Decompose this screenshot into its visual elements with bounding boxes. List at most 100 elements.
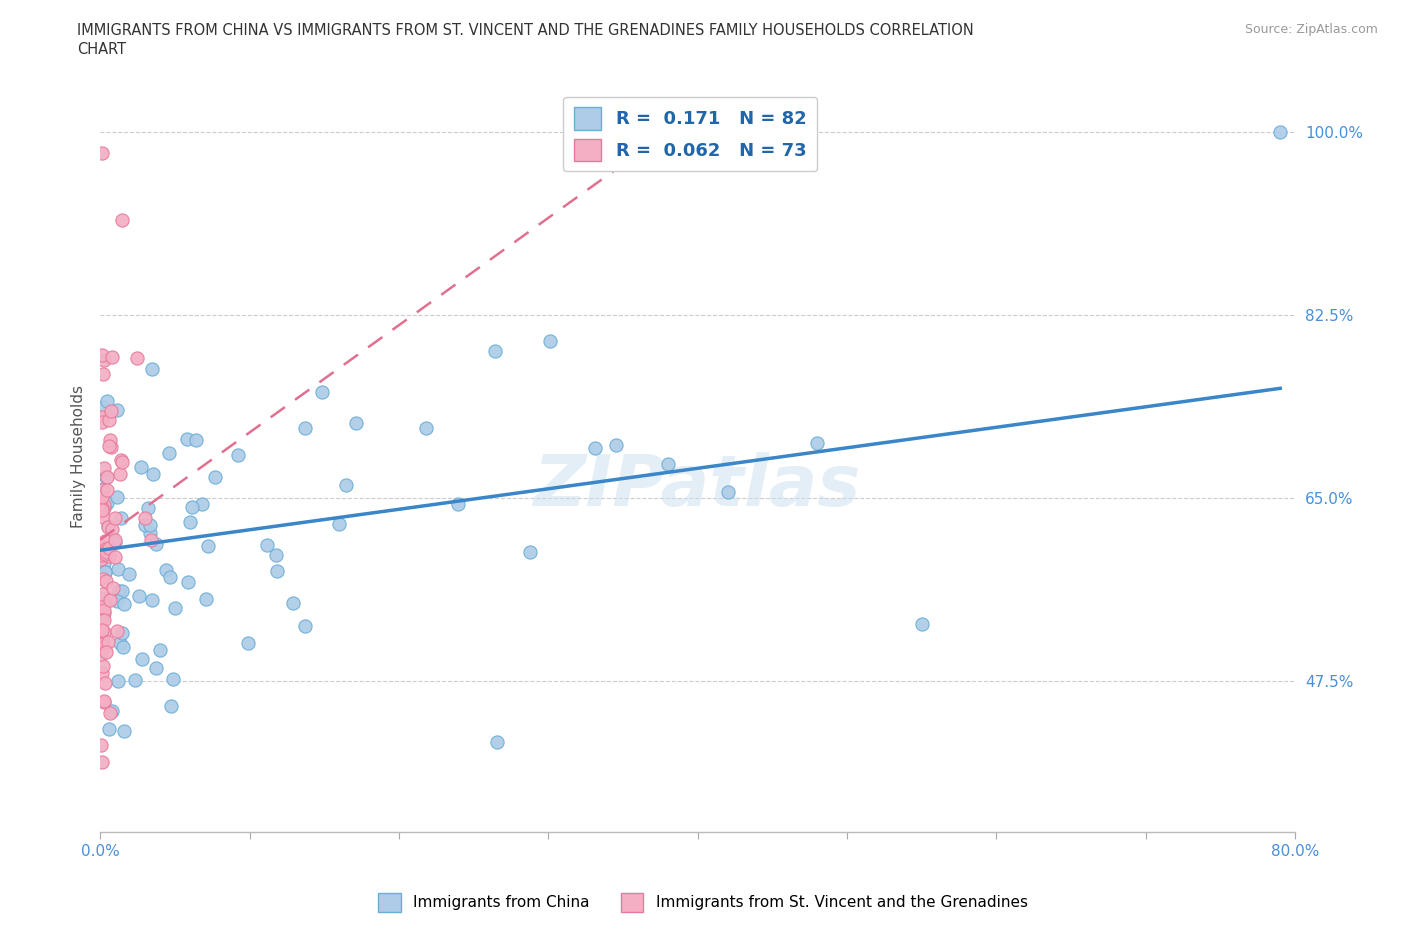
Point [107,593,129,608]
Point [104,533,127,548]
Point [159,699,181,714]
Point [98,722,121,737]
Point [93,639,115,654]
Text: Source: ZipAtlas.com: Source: ZipAtlas.com [1244,23,1378,36]
Point [111,455,134,470]
Point [311,385,333,400]
Point [96,541,118,556]
Point [281,595,304,610]
Point [141,592,163,607]
Point [91,665,114,680]
Point [103,535,125,550]
Point [294,420,316,435]
Point [100,404,122,418]
Point [294,618,316,633]
Point [93,625,115,640]
Point [90,646,112,661]
Point [91,146,114,161]
Point [145,537,167,551]
Point [90,489,112,504]
Point [101,350,124,365]
Point [134,517,156,532]
Point [538,334,561,349]
Point [136,501,159,516]
Point [197,538,219,553]
Point [110,511,132,525]
Point [149,643,172,658]
Point [90,591,112,606]
Point [112,639,135,654]
Point [94,544,117,559]
Point [98,549,121,564]
Point [91,658,114,673]
Point [91,586,114,601]
Point [97,519,120,534]
Point [141,362,163,377]
Point [107,562,129,577]
Point [91,502,114,517]
Point [157,445,180,460]
Point [191,497,214,512]
Point [91,483,114,498]
Point [91,489,114,504]
Point [228,447,250,462]
Point [162,671,184,686]
Point [111,625,134,640]
Point [93,500,115,515]
Point [91,510,114,525]
Point [91,482,114,497]
Point [177,574,200,589]
Point [159,569,181,584]
Point [93,498,115,512]
Point [97,634,120,649]
Point [90,613,112,628]
Point [93,596,115,611]
Point [112,596,135,611]
Point [98,412,121,427]
Point [335,478,357,493]
Point [97,519,120,534]
Point [911,617,934,631]
Point [344,416,367,431]
Point [657,457,679,472]
Point [94,470,117,485]
Point [96,393,118,408]
Point [91,623,114,638]
Point [107,673,129,688]
Point [165,600,187,615]
Point [90,347,112,362]
Point [96,470,118,485]
Point [108,635,131,650]
Point [94,547,117,562]
Point [96,483,118,498]
Legend: Immigrants from China, Immigrants from St. Vincent and the Grenadines: Immigrants from China, Immigrants from S… [373,887,1033,918]
Point [91,632,114,647]
Point [180,499,202,514]
Point [142,466,165,481]
Point [93,603,115,618]
Point [93,612,115,627]
Point [484,344,506,359]
Point [93,460,115,475]
Point [131,652,153,667]
Point [94,565,117,579]
Point [716,485,738,499]
Point [91,500,114,515]
Point [91,754,114,769]
Point [98,592,121,607]
Point [98,439,121,454]
Point [90,637,112,652]
Point [111,584,134,599]
Point [91,366,114,381]
Point [194,592,217,607]
Point [91,399,114,414]
Point [447,497,470,512]
Point [806,436,828,451]
Point [96,574,118,589]
Point [90,737,112,752]
Point [93,534,115,549]
Point [1270,125,1292,140]
Point [91,548,114,563]
Point [93,694,115,709]
Point [107,584,129,599]
